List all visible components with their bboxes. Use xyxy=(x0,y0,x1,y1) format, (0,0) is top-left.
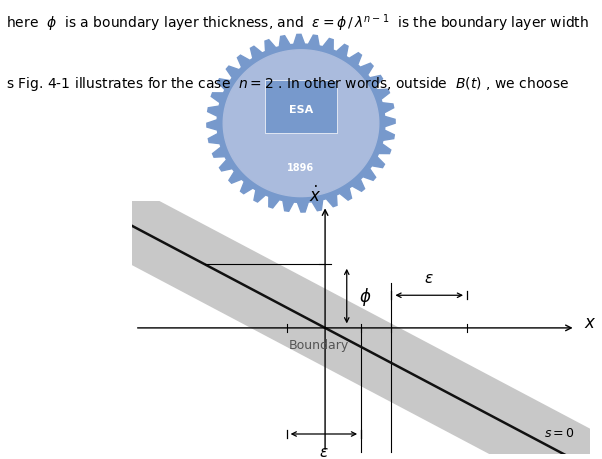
Text: $s = 0$: $s = 0$ xyxy=(544,426,575,439)
Bar xyxy=(265,80,337,134)
Text: 1896: 1896 xyxy=(287,162,315,172)
Text: here  $\phi$  is a boundary layer thickness, and  $\varepsilon=\phi\,/\,\lambda^: here $\phi$ is a boundary layer thicknes… xyxy=(6,13,589,34)
Text: $x$: $x$ xyxy=(584,313,597,331)
Text: s Fig. 4-1 illustrates for the case  $n=2$ . In other words, outside  $B(t)$ , w: s Fig. 4-1 illustrates for the case $n=2… xyxy=(6,74,569,92)
Polygon shape xyxy=(207,35,395,213)
Text: $\varepsilon$: $\varepsilon$ xyxy=(424,271,434,286)
Polygon shape xyxy=(226,53,376,195)
Text: Boundary: Boundary xyxy=(289,338,349,351)
Text: $\phi$: $\phi$ xyxy=(359,285,371,308)
Text: $\dot{x}$: $\dot{x}$ xyxy=(309,186,321,206)
Text: ESA: ESA xyxy=(289,105,313,114)
Text: $\varepsilon$: $\varepsilon$ xyxy=(319,444,329,459)
Polygon shape xyxy=(80,190,602,459)
Polygon shape xyxy=(223,50,379,197)
